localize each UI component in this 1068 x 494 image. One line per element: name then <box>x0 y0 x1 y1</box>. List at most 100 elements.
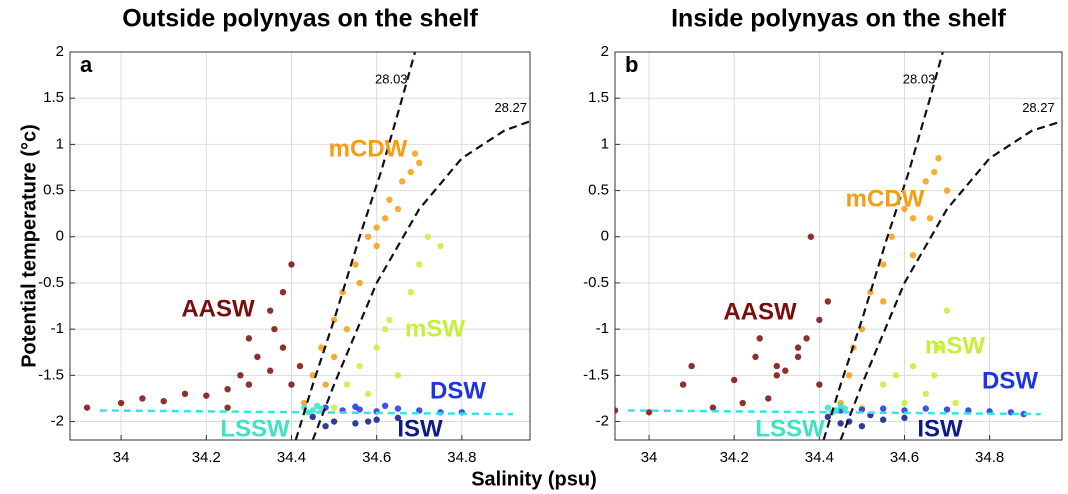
point <box>1020 410 1027 418</box>
point <box>394 405 402 412</box>
panel-label: a <box>80 52 93 77</box>
x-tick-label: 34.2 <box>720 449 749 466</box>
point <box>837 402 844 410</box>
point <box>931 372 938 379</box>
point <box>909 362 917 370</box>
point <box>352 261 359 268</box>
point <box>352 403 359 410</box>
point <box>901 399 908 407</box>
y-tick-label: 1 <box>601 135 609 152</box>
point <box>301 399 308 407</box>
point <box>279 288 287 296</box>
x-tick-label: 34 <box>113 449 130 466</box>
y-tick-label: -1.5 <box>583 366 609 383</box>
water-mass-label: AASW <box>723 298 797 325</box>
point <box>679 381 687 388</box>
y-tick-label: 1 <box>56 135 64 152</box>
point <box>437 242 444 250</box>
point <box>858 422 866 430</box>
point <box>931 168 938 176</box>
point <box>773 362 780 370</box>
y-tick-label: 1.5 <box>588 89 609 106</box>
y-tick-label: -1 <box>596 320 609 337</box>
point <box>245 381 253 388</box>
isopycnal-label: 28.03 <box>375 71 408 86</box>
x-tick-label: 34.6 <box>890 449 919 466</box>
y-tick-label: -1 <box>51 320 64 337</box>
point <box>845 372 853 379</box>
y-tick-label: -0.5 <box>583 274 609 291</box>
point <box>773 372 780 379</box>
point <box>411 150 419 157</box>
point <box>909 252 917 259</box>
point <box>892 372 900 379</box>
x-tick-label: 34.4 <box>277 449 306 466</box>
point <box>352 420 359 427</box>
isopycnal <box>294 52 417 440</box>
point <box>615 407 619 414</box>
point <box>765 395 772 402</box>
isopycnal-label: 28.27 <box>494 100 527 115</box>
y-tick-label: 2 <box>601 43 609 60</box>
y-axis-label: Potential temperature (°c) <box>18 124 40 368</box>
point <box>245 335 253 342</box>
point <box>880 416 887 423</box>
point <box>837 420 844 427</box>
isopycnal <box>822 52 944 440</box>
freezing-line <box>627 409 1041 416</box>
point <box>356 279 363 287</box>
point <box>343 381 351 388</box>
point <box>309 413 316 421</box>
freezing-line <box>99 409 513 416</box>
x-tick-label: 34 <box>641 449 658 466</box>
point <box>752 353 759 361</box>
axes-box <box>614 51 1063 441</box>
point <box>381 215 389 222</box>
point <box>266 307 274 314</box>
point <box>943 406 951 413</box>
point <box>313 402 321 410</box>
point <box>943 307 951 314</box>
x-tick-label: 34.2 <box>192 449 221 466</box>
point <box>224 385 231 393</box>
y-tick-label: -1.5 <box>38 366 64 383</box>
x-tick-label: 34.6 <box>362 449 391 466</box>
point <box>394 372 402 379</box>
point <box>416 159 423 167</box>
isopycnal <box>839 120 1062 440</box>
point <box>399 178 406 185</box>
point <box>943 187 951 194</box>
point <box>858 406 866 413</box>
y-tick-label: 0 <box>56 228 64 245</box>
point <box>160 398 167 405</box>
point <box>880 298 887 305</box>
point <box>203 392 210 399</box>
point <box>373 416 380 423</box>
point <box>386 196 393 204</box>
point <box>394 205 402 213</box>
water-mass-label: mSW <box>405 315 465 342</box>
point <box>356 362 363 370</box>
panel-label: b <box>625 52 638 77</box>
point <box>288 261 295 268</box>
plot-area <box>615 52 1062 440</box>
water-mass-label: DSW <box>430 377 486 404</box>
point <box>407 288 414 296</box>
point <box>926 215 934 222</box>
point <box>794 353 802 361</box>
x-tick-label: 34.8 <box>447 449 476 466</box>
point <box>394 414 402 422</box>
point <box>181 390 189 398</box>
point <box>935 344 942 351</box>
point <box>330 418 338 425</box>
panel: Inside polynyas on the shelf 2 1.5 1 0.5 0 -0.… <box>583 5 1063 466</box>
water-mass-label: LSSW <box>220 415 290 442</box>
point <box>807 233 815 240</box>
point <box>935 155 942 162</box>
y-tick-label: 0 <box>601 228 609 245</box>
panel-title: Inside polynyas on the shelf <box>671 5 1006 33</box>
point <box>381 402 389 410</box>
point <box>318 344 325 351</box>
point <box>373 344 380 351</box>
y-tick-label: -0.5 <box>38 274 64 291</box>
